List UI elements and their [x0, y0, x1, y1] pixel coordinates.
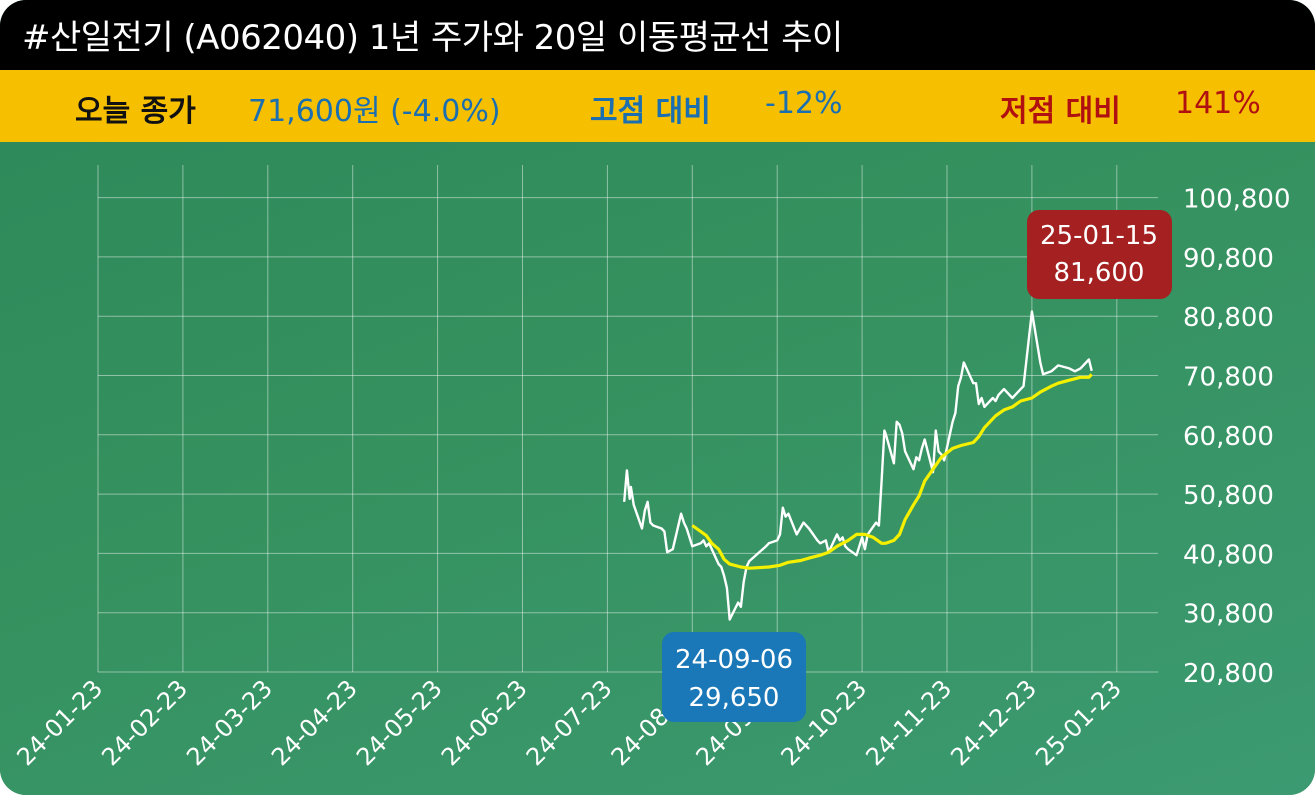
x-tick-label: 24-06-23 [436, 674, 533, 771]
high-annotation-date: 25-01-15 [1040, 221, 1158, 251]
high-annotation-value: 81,600 [1054, 258, 1145, 288]
y-tick-label: 100,800 [1183, 185, 1291, 215]
y-tick-label: 50,800 [1183, 481, 1274, 511]
y-tick-label: 30,800 [1183, 600, 1274, 630]
x-tick-label: 24-12-23 [945, 674, 1042, 771]
x-tick-label: 24-03-23 [181, 674, 278, 771]
x-tick-label: 24-01-23 [11, 674, 108, 771]
y-tick-label: 60,800 [1183, 422, 1274, 452]
y-tick-label: 80,800 [1183, 303, 1274, 333]
y-tick-label: 70,800 [1183, 363, 1274, 393]
price-line [624, 312, 1091, 620]
x-tick-label: 24-07-23 [521, 674, 618, 771]
x-tick-label: 24-05-23 [351, 674, 448, 771]
y-tick-label: 40,800 [1183, 540, 1274, 570]
y-tick-label: 90,800 [1183, 244, 1274, 274]
y-tick-label: 20,800 [1183, 659, 1274, 689]
x-tick-label: 25-01-23 [1030, 674, 1127, 771]
high-annotation: 25-01-15 81,600 [1027, 210, 1172, 299]
x-tick-label: 24-02-23 [96, 674, 193, 771]
low-annotation-date: 24-09-06 [675, 645, 793, 675]
x-tick-label: 24-04-23 [266, 674, 363, 771]
x-tick-label: 24-11-23 [860, 674, 957, 771]
low-annotation-value: 29,650 [689, 683, 780, 713]
low-annotation: 24-09-06 29,650 [662, 632, 806, 722]
